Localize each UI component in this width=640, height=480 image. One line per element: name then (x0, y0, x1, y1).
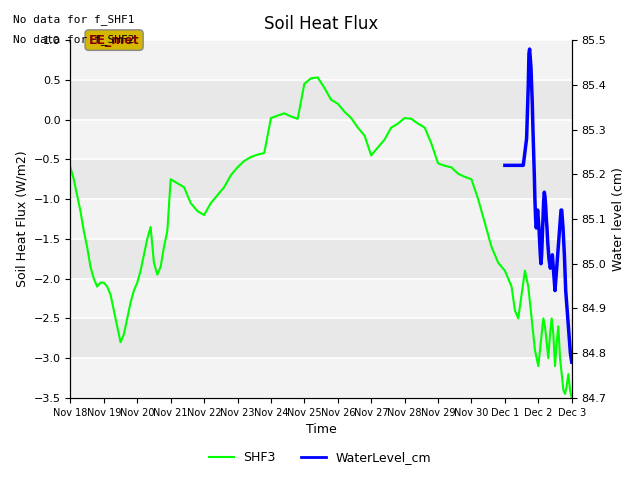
Bar (70, 120, 572, 159)
Legend: SHF3, WaterLevel_cm: SHF3, WaterLevel_cm (204, 446, 436, 469)
X-axis label: Time: Time (306, 423, 337, 436)
Title: Soil Heat Flux: Soil Heat Flux (264, 15, 378, 33)
Bar (70, 358, 572, 398)
Y-axis label: Soil Heat Flux (W/m2): Soil Heat Flux (W/m2) (15, 151, 28, 288)
Bar (70, 279, 572, 318)
Text: No data for f_SHF1: No data for f_SHF1 (13, 14, 134, 25)
Y-axis label: Water level (cm): Water level (cm) (612, 167, 625, 271)
Bar (70, 40, 572, 80)
Bar (70, 199, 572, 239)
Text: No data for f_SHF2: No data for f_SHF2 (13, 34, 134, 45)
Text: EE_met: EE_met (89, 34, 140, 47)
